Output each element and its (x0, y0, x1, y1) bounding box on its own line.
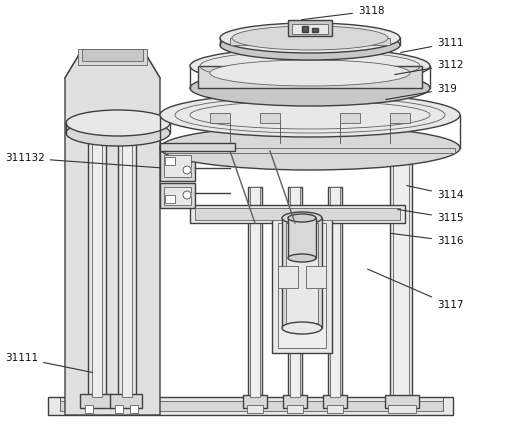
Text: 3111: 3111 (401, 38, 463, 52)
Bar (390, 113, 410, 123)
Bar (393, 102, 409, 397)
Bar (306, 266, 326, 288)
Bar (160, 183, 195, 208)
Bar (48, 397, 453, 415)
Bar (287, 405, 303, 413)
Ellipse shape (160, 126, 460, 170)
Text: 3115: 3115 (398, 210, 463, 223)
Bar (390, 102, 412, 397)
Bar (160, 143, 235, 151)
Bar (282, 218, 322, 328)
Bar (272, 218, 332, 353)
Bar (110, 394, 142, 408)
Bar (278, 223, 326, 348)
Bar (195, 208, 400, 220)
Bar (278, 266, 298, 288)
Ellipse shape (282, 322, 322, 334)
Text: 3118: 3118 (302, 6, 384, 19)
Bar (286, 223, 318, 323)
Bar (323, 395, 347, 408)
Bar (250, 187, 260, 397)
Ellipse shape (190, 48, 430, 84)
Ellipse shape (66, 120, 170, 146)
Text: 31111: 31111 (5, 353, 92, 372)
Bar (165, 148, 455, 153)
Text: 3117: 3117 (367, 269, 463, 310)
Polygon shape (65, 53, 160, 415)
Ellipse shape (160, 93, 460, 137)
Bar (164, 155, 191, 177)
Bar (328, 187, 342, 397)
Bar (210, 113, 230, 123)
Bar (82, 49, 143, 61)
Bar (60, 401, 443, 411)
Ellipse shape (220, 30, 400, 60)
Text: 3114: 3114 (407, 186, 463, 200)
Ellipse shape (288, 214, 316, 222)
Bar (85, 405, 93, 413)
Ellipse shape (66, 110, 170, 136)
Text: 319: 319 (386, 84, 457, 100)
Ellipse shape (232, 26, 388, 50)
Text: 3112: 3112 (394, 60, 463, 74)
Bar (122, 112, 132, 397)
Bar (160, 145, 230, 155)
Bar (327, 405, 343, 413)
Bar (288, 20, 332, 36)
Bar (302, 26, 308, 32)
Bar (88, 112, 106, 397)
Bar (312, 28, 318, 32)
Bar (340, 113, 360, 123)
Bar (190, 205, 405, 223)
Bar (130, 405, 138, 413)
Ellipse shape (220, 23, 400, 53)
Bar (283, 395, 307, 408)
Bar (198, 66, 422, 88)
Ellipse shape (210, 60, 410, 86)
Ellipse shape (288, 254, 316, 262)
Text: 311132: 311132 (5, 153, 160, 168)
Bar (92, 112, 102, 397)
Bar (388, 405, 416, 413)
Bar (290, 187, 300, 397)
Bar (243, 395, 267, 408)
Bar (230, 38, 390, 45)
Bar (247, 405, 263, 413)
Bar (330, 187, 340, 397)
Bar (260, 113, 280, 123)
Bar (165, 157, 175, 165)
Bar (115, 405, 123, 413)
Circle shape (183, 166, 191, 174)
Ellipse shape (190, 70, 430, 106)
Bar (78, 49, 147, 65)
Ellipse shape (282, 212, 322, 224)
Bar (118, 112, 136, 397)
Bar (288, 218, 316, 258)
Bar (292, 24, 328, 34)
Bar (288, 187, 302, 397)
Bar (385, 395, 419, 408)
Bar (165, 195, 175, 203)
Circle shape (183, 191, 191, 199)
Bar (248, 187, 262, 397)
Text: 3116: 3116 (391, 233, 463, 246)
Bar (160, 151, 195, 181)
Bar (80, 394, 112, 408)
Bar (164, 187, 191, 205)
